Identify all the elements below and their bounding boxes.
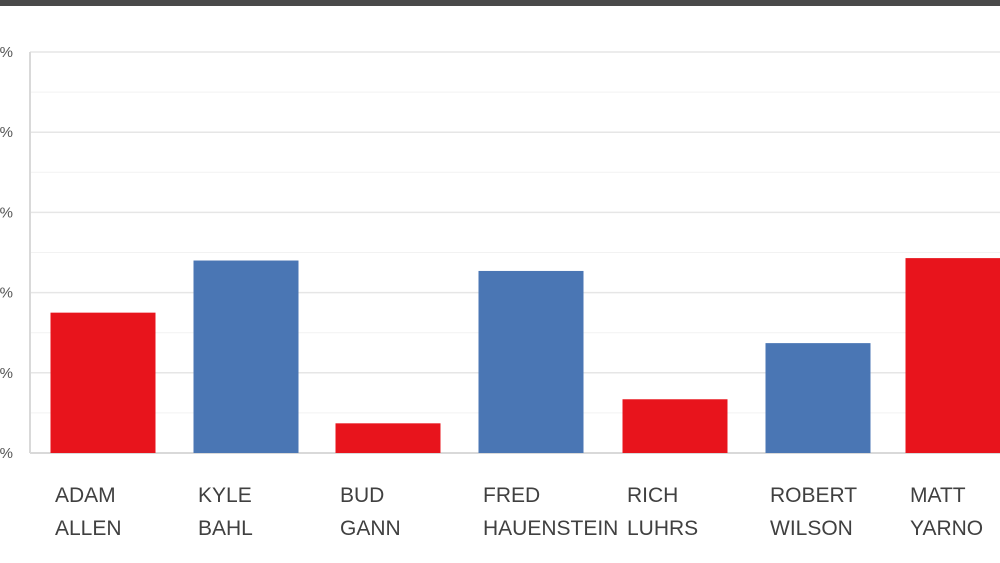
bar [193,260,299,453]
x-tick-label: LUHRS [627,517,698,540]
x-tick-label: MATT [910,484,966,507]
category-labels: ADAM ALLEN KYLE BAHL BUD GANN FRED HAUENSTEIN RI… [55,484,983,540]
x-tick-label: ROBERT [770,484,857,507]
x-tick-label: KYLE [198,484,252,507]
x-tick-label: WILSON [770,517,853,540]
bar [478,270,584,453]
y-tick-label: % [0,124,13,141]
bar [905,258,1000,453]
y-tick-label: % [0,445,13,462]
bars [50,258,1000,453]
x-tick-label: HAUENSTEIN [483,517,618,540]
y-tick-label: % [0,365,13,382]
bar [50,312,156,453]
y-tick-label: % [0,285,13,302]
y-tick-label: % [0,204,13,221]
y-tick-label: % [0,44,13,61]
x-tick-label: BUD [340,484,384,507]
x-tick-label: RICH [627,484,678,507]
bar [765,343,871,453]
bar [622,399,728,453]
x-tick-label: GANN [340,517,401,540]
x-tick-label: FRED [483,484,540,507]
x-tick-label: YARNO [910,517,983,540]
top-border-bar [0,0,1000,6]
x-tick-label: ADAM [55,484,116,507]
x-tick-label: BAHL [198,517,253,540]
x-tick-label: ALLEN [55,517,122,540]
bar [335,423,441,453]
